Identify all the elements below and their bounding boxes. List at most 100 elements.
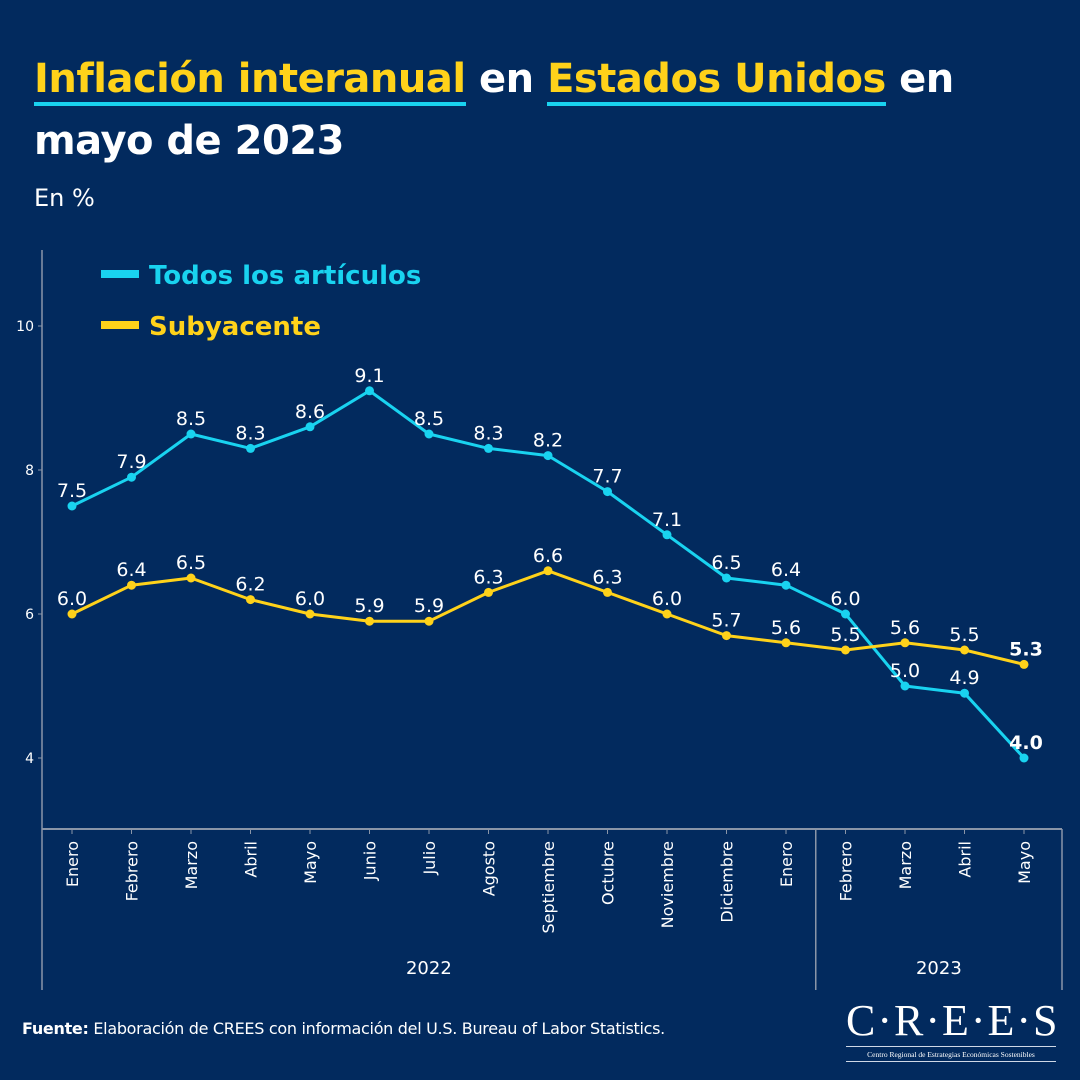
data-label-core: 5.6: [890, 617, 920, 639]
data-label-core: 5.9: [354, 595, 384, 617]
data-label-core: 6.0: [57, 588, 87, 610]
data-label-core: 6.3: [592, 566, 622, 588]
data-point-all-items: [1019, 753, 1029, 763]
data-label-core: 5.3: [1009, 638, 1043, 660]
y-tick-label: 4: [25, 751, 34, 767]
data-point-all-items: [484, 443, 493, 453]
data-point-all-items: [186, 429, 196, 439]
data-point-all-items: [722, 573, 731, 583]
data-point-all-items: [603, 487, 612, 497]
y-tick-label: 6: [25, 607, 34, 623]
x-tick-label: Mayo: [1015, 841, 1034, 884]
data-label-all-items: 9.1: [354, 365, 384, 387]
data-label-core: 6.4: [116, 559, 146, 581]
data-point-core: [246, 595, 255, 605]
data-point-all-items: [841, 609, 850, 619]
x-tick-label: Diciembre: [718, 841, 737, 923]
y-tick-label: 10: [16, 319, 34, 335]
x-tick-label: Enero: [63, 841, 82, 887]
data-label-all-items: 4.0: [1009, 732, 1043, 754]
data-label-core: 5.5: [830, 624, 860, 646]
data-point-core: [662, 609, 672, 619]
data-point-core: [127, 580, 136, 590]
data-label-core: 5.5: [949, 624, 979, 646]
data-label-core: 6.2: [235, 574, 265, 596]
data-label-all-items: 6.4: [771, 559, 801, 581]
data-point-core: [365, 616, 374, 626]
series-line-core: [71, 569, 1025, 666]
data-label-all-items: 7.7: [592, 466, 622, 488]
x-tick-label: Abril: [956, 841, 975, 878]
data-point-all-items: [543, 451, 553, 461]
x-tick-label: Marzo: [182, 841, 201, 889]
source-note: Fuente: Elaboración de CREES con informa…: [22, 1019, 665, 1038]
x-tick-label: Junio: [361, 841, 380, 881]
data-point-all-items: [960, 688, 969, 698]
data-point-core: [900, 638, 910, 648]
data-point-core: [67, 609, 77, 619]
x-tick-label: Noviembre: [658, 841, 677, 928]
data-point-all-items: [127, 472, 136, 482]
data-label-all-items: 6.5: [711, 552, 741, 574]
data-point-core: [305, 609, 315, 619]
source-text: Elaboración de CREES con información del…: [88, 1019, 665, 1038]
data-label-all-items: 7.9: [116, 451, 146, 473]
data-label-core: 6.5: [176, 552, 206, 574]
data-point-all-items: [305, 422, 315, 432]
x-tick-label: Septiembre: [539, 841, 558, 934]
data-label-all-items: 7.1: [652, 509, 682, 531]
title-text-date: en mayo de 2023: [34, 56, 954, 164]
logo-subtext: Centro Regional de Estrategias Económica…: [867, 1050, 1035, 1059]
data-label-core: 6.6: [533, 545, 563, 567]
x-tick-label: Marzo: [896, 841, 915, 889]
x-tick-label: Julio: [420, 841, 439, 876]
data-point-core: [484, 587, 493, 597]
data-point-core: [1019, 659, 1029, 669]
data-label-core: 5.9: [414, 595, 444, 617]
title-text-en: en: [465, 56, 548, 102]
data-point-all-items: [67, 501, 77, 511]
data-point-core: [186, 573, 196, 583]
data-label-all-items: 5.0: [890, 660, 920, 682]
data-label-core: 5.6: [771, 617, 801, 639]
chart-title: Inflación interanual en Estados Unidos e…: [34, 48, 1064, 172]
data-label-all-items: 8.5: [176, 408, 206, 430]
data-label-all-items: 8.3: [473, 422, 503, 444]
x-tick-label: Abril: [242, 841, 261, 878]
data-point-core: [603, 587, 612, 597]
data-label-all-items: 8.2: [533, 430, 563, 452]
data-label-core: 6.3: [473, 566, 503, 588]
data-point-all-items: [246, 443, 255, 453]
data-label-all-items: 4.9: [949, 667, 979, 689]
data-label-all-items: 8.6: [295, 401, 325, 423]
data-label-all-items: 8.5: [414, 408, 444, 430]
data-point-all-items: [781, 580, 791, 590]
title-highlight-inflation: Inflación interanual: [34, 56, 466, 106]
legend-swatch-all-items: [101, 270, 139, 278]
logo-rule-bottom: [846, 1061, 1056, 1062]
data-label-all-items: 6.0: [830, 588, 860, 610]
x-tick-label: Agosto: [480, 841, 499, 896]
data-point-core: [960, 645, 969, 655]
data-point-core: [722, 631, 731, 641]
data-label-core: 5.7: [711, 610, 741, 632]
data-label-all-items: 8.3: [235, 422, 265, 444]
source-label: Fuente:: [22, 1019, 89, 1038]
data-label-core: 6.0: [295, 588, 325, 610]
x-tick-label: Mayo: [301, 841, 320, 884]
title-highlight-country: Estados Unidos: [547, 56, 886, 106]
data-point-all-items: [424, 429, 434, 439]
legend-swatch-core: [101, 321, 139, 329]
data-point-core: [543, 566, 553, 576]
y-tick-label: 8: [25, 463, 34, 479]
legend-label-all-items: Todos los artículos: [149, 261, 421, 291]
group-label-2023: 2023: [916, 958, 962, 979]
crees-logo: C·R·E·E·S Centro Regional de Estrategias…: [846, 996, 1060, 1065]
chart-subtitle: En %: [34, 184, 95, 212]
logo-rule-top: [846, 1046, 1056, 1047]
logo-wordmark: C·R·E·E·S: [846, 996, 1060, 1045]
data-label-all-items: 7.5: [57, 480, 87, 502]
data-point-all-items: [365, 386, 374, 396]
x-tick-label: Febrero: [837, 841, 856, 901]
